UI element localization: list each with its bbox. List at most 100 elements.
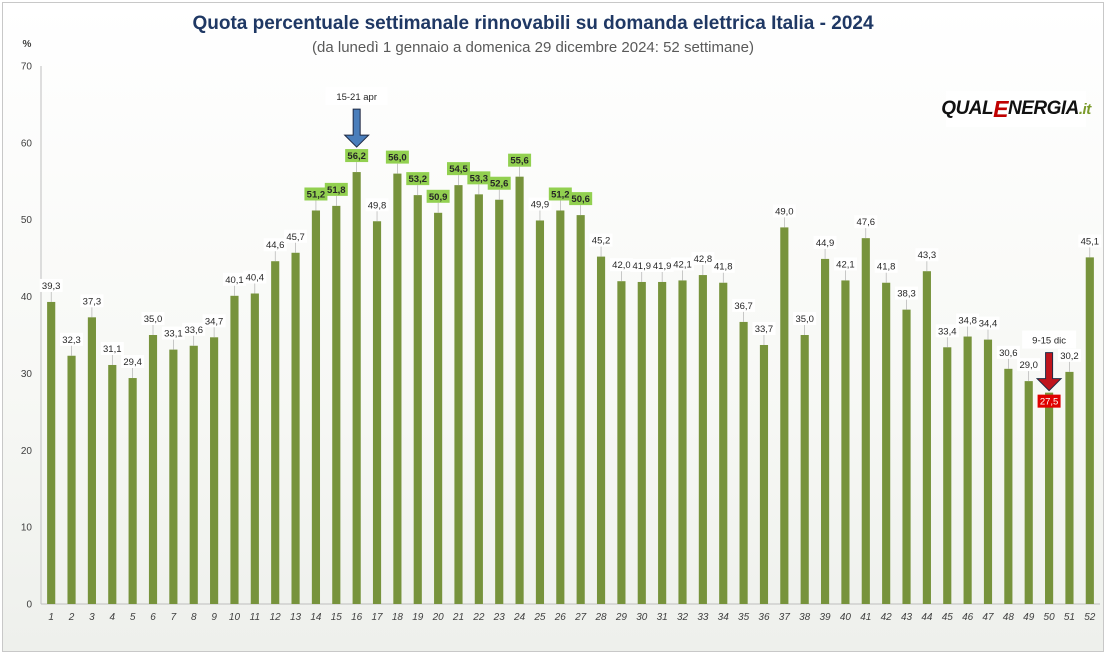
data-label-box — [711, 259, 735, 273]
data-label: 33,4 — [938, 326, 957, 337]
x-tick-label: 35 — [738, 612, 750, 623]
bar — [637, 281, 646, 604]
data-label: 29,0 — [1019, 360, 1038, 371]
data-label: 51,2 — [551, 189, 570, 200]
data-label: 41,9 — [633, 261, 652, 272]
data-label-box — [956, 313, 980, 327]
data-label: 55,6 — [510, 156, 529, 167]
data-label-box — [243, 270, 267, 284]
x-tick-label: 49 — [1023, 612, 1035, 623]
data-label-box — [1057, 348, 1081, 362]
x-tick-label: 22 — [472, 612, 485, 623]
data-label-box — [121, 355, 145, 369]
bar — [698, 275, 707, 604]
data-label-box — [1017, 358, 1041, 372]
x-tick-label: 46 — [962, 612, 974, 623]
bar — [372, 221, 382, 604]
data-label-box — [996, 345, 1020, 359]
x-tick-label: 23 — [493, 612, 506, 623]
data-label-box — [324, 182, 348, 196]
x-tick-label: 10 — [229, 612, 241, 623]
data-label: 41,8 — [714, 262, 733, 273]
data-label-box — [385, 150, 409, 164]
bar — [922, 271, 931, 604]
bar — [311, 210, 321, 604]
x-tick-label: 47 — [982, 612, 994, 623]
data-label-box — [772, 204, 796, 218]
y-tick-label: 10 — [21, 523, 33, 534]
x-tick-label: 15 — [331, 612, 343, 623]
x-tick-label: 52 — [1084, 612, 1096, 623]
data-label: 35,0 — [144, 314, 163, 325]
bar — [128, 378, 137, 604]
bar — [1065, 371, 1074, 604]
x-tick-label: 28 — [594, 612, 607, 623]
chart-subtitle: (da lunedì 1 gennaio a domenica 29 dicem… — [312, 39, 754, 56]
x-tick-label: 50 — [1044, 612, 1056, 623]
annotation-box — [325, 87, 388, 106]
x-tick-label: 29 — [615, 612, 628, 623]
x-tick-label: 25 — [533, 612, 546, 623]
bar — [393, 173, 402, 604]
data-label: 37,3 — [83, 296, 102, 307]
x-tick-label: 38 — [799, 612, 811, 623]
data-label-box — [487, 176, 511, 190]
bar — [332, 205, 341, 604]
x-tick-label: 4 — [109, 612, 115, 623]
x-tick-label: 6 — [150, 612, 156, 623]
x-tick-label: 16 — [351, 612, 363, 623]
x-tick-label: 27 — [574, 612, 587, 623]
x-tick-label: 41 — [860, 612, 871, 623]
annotation-box — [1022, 330, 1077, 349]
bar — [291, 252, 300, 604]
y-tick-label: 70 — [21, 62, 33, 73]
data-label-box — [548, 187, 572, 201]
logo-text-e: E — [993, 95, 1008, 122]
x-tick-label: 21 — [452, 612, 464, 623]
data-label-box — [874, 259, 898, 273]
data-label: 45,2 — [592, 236, 611, 247]
data-label: 41,9 — [653, 261, 672, 272]
bar — [210, 337, 219, 604]
data-label-box — [691, 252, 715, 266]
bar — [841, 280, 850, 604]
y-axis-unit-label: % — [23, 39, 32, 50]
bar — [1024, 381, 1033, 604]
x-tick-label: 18 — [392, 612, 404, 623]
x-tick-label: 44 — [921, 612, 933, 623]
data-label-box — [365, 198, 389, 212]
bar — [454, 185, 463, 604]
data-label: 52,6 — [490, 179, 509, 190]
bar — [556, 210, 565, 604]
x-tick-label: 5 — [130, 612, 136, 623]
x-tick-label: 2 — [68, 612, 75, 623]
data-label: 51,8 — [327, 185, 346, 196]
x-tick-label: 8 — [191, 612, 197, 623]
logo-text-nergia: NERGIA — [1007, 98, 1079, 119]
bar — [576, 215, 585, 605]
bar — [434, 212, 443, 604]
data-label-box — [182, 322, 206, 336]
x-tick-label: 11 — [250, 612, 260, 623]
data-label: 30,2 — [1060, 351, 1079, 362]
data-label-box — [854, 215, 878, 229]
bar — [780, 227, 789, 604]
data-label-box — [161, 326, 185, 340]
x-tick-label: 33 — [697, 612, 709, 623]
data-label-box — [589, 233, 613, 247]
logo-text-qual: QUAL — [941, 98, 994, 119]
x-tick-label: 9 — [211, 612, 217, 623]
bar — [474, 194, 483, 604]
data-label: 34,4 — [979, 319, 998, 330]
bar — [169, 349, 178, 604]
x-tick-label: 32 — [677, 612, 689, 623]
data-label-box — [406, 172, 430, 186]
data-label-box — [569, 192, 593, 206]
bar — [352, 172, 361, 604]
bar — [678, 280, 687, 604]
data-label: 42,1 — [673, 259, 692, 270]
data-label-box — [446, 162, 470, 176]
data-label: 41,8 — [877, 262, 896, 273]
arrow-down-icon-april — [343, 108, 370, 148]
